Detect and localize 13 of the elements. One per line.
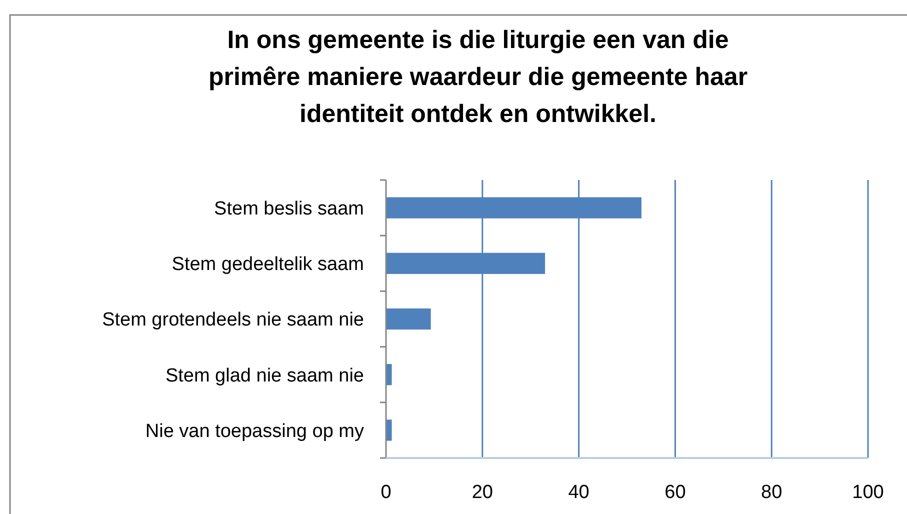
- bar: [386, 308, 431, 330]
- chart-title: In ons gemeente is die liturgie een van die primêre maniere waardeur die gemeente haar identiteit ontdek en ontwikkel.: [208, 26, 748, 128]
- x-tick-label: 20: [472, 482, 493, 503]
- y-tick-label: Stem beslis saam: [214, 198, 364, 220]
- x-tick-label: 0: [380, 482, 392, 503]
- x-tick-label: 100: [852, 482, 884, 503]
- y-tick-label: Stem glad nie saam nie: [165, 365, 364, 386]
- y-tick-label: Nie van toepassing op my: [145, 420, 364, 442]
- y-tick-label: Stem grotendeels nie saam nie: [102, 310, 364, 331]
- x-tick-label: 80: [761, 482, 782, 503]
- x-tick-label: 40: [568, 482, 590, 503]
- y-tick-label: Stem gedeeltelik saam: [172, 254, 364, 276]
- x-tick-label: 60: [664, 482, 686, 503]
